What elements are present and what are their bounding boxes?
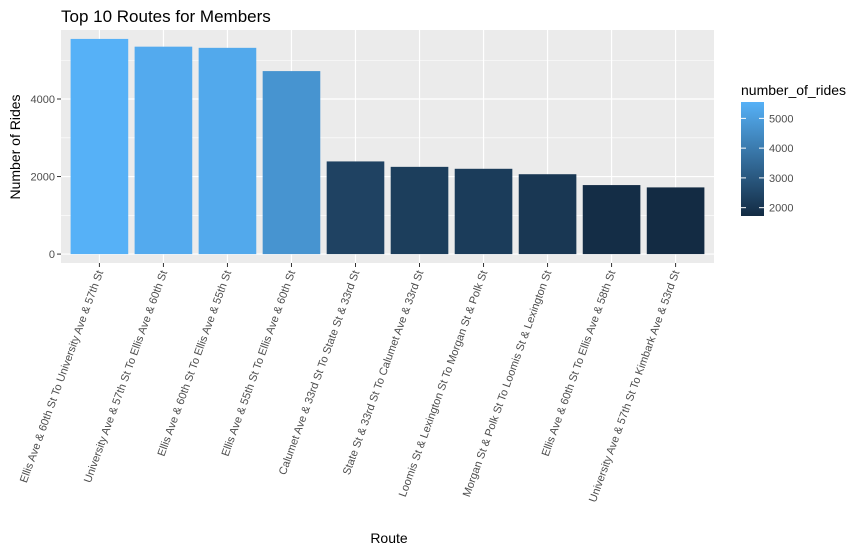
x-tick-label: Ellis Ave & 55th St To Ellis Ave & 60th … — [220, 269, 299, 458]
y-tick-label: 4000 — [31, 94, 55, 106]
y-axis: 0 2000 4000 — [31, 94, 61, 261]
x-tick-label: Calumet Ave & 33rd St To State St & 33rd… — [277, 269, 362, 477]
x-axis: Ellis Ave & 60th St To University Ave & … — [18, 263, 682, 504]
legend-tick-label: 5000 — [769, 113, 793, 125]
x-tick-label: Ellis Ave & 60th St To Ellis Ave & 58th … — [540, 269, 619, 458]
chart-title: Top 10 Routes for Members — [61, 7, 271, 26]
bar — [134, 46, 193, 255]
x-tick-label: Ellis Ave & 60th St To Ellis Ave & 55th … — [156, 269, 235, 458]
bar — [198, 47, 257, 255]
x-axis-title: Route — [370, 530, 408, 546]
legend-title: number_of_rides — [741, 82, 846, 98]
bar — [582, 185, 641, 255]
y-tick-label: 2000 — [31, 172, 55, 184]
x-tick-label: State St & 33rd St To Calumet Ave & 33rd… — [341, 269, 426, 477]
legend-tick-label: 4000 — [769, 143, 793, 155]
y-axis-title: Number of Rides — [7, 94, 23, 199]
y-tick-label: 0 — [49, 249, 55, 261]
bar — [326, 161, 385, 255]
bar — [646, 187, 705, 255]
bars — [70, 38, 705, 255]
bar — [262, 71, 321, 255]
legend-tick-label: 3000 — [769, 173, 793, 185]
bar — [70, 38, 129, 255]
bar — [454, 168, 513, 255]
legend: number_of_rides 2000 3000 4000 5000 — [741, 82, 846, 216]
bar — [518, 174, 577, 255]
legend-colorbar — [741, 102, 764, 216]
bar — [390, 166, 449, 255]
legend-tick-label: 2000 — [769, 203, 793, 215]
